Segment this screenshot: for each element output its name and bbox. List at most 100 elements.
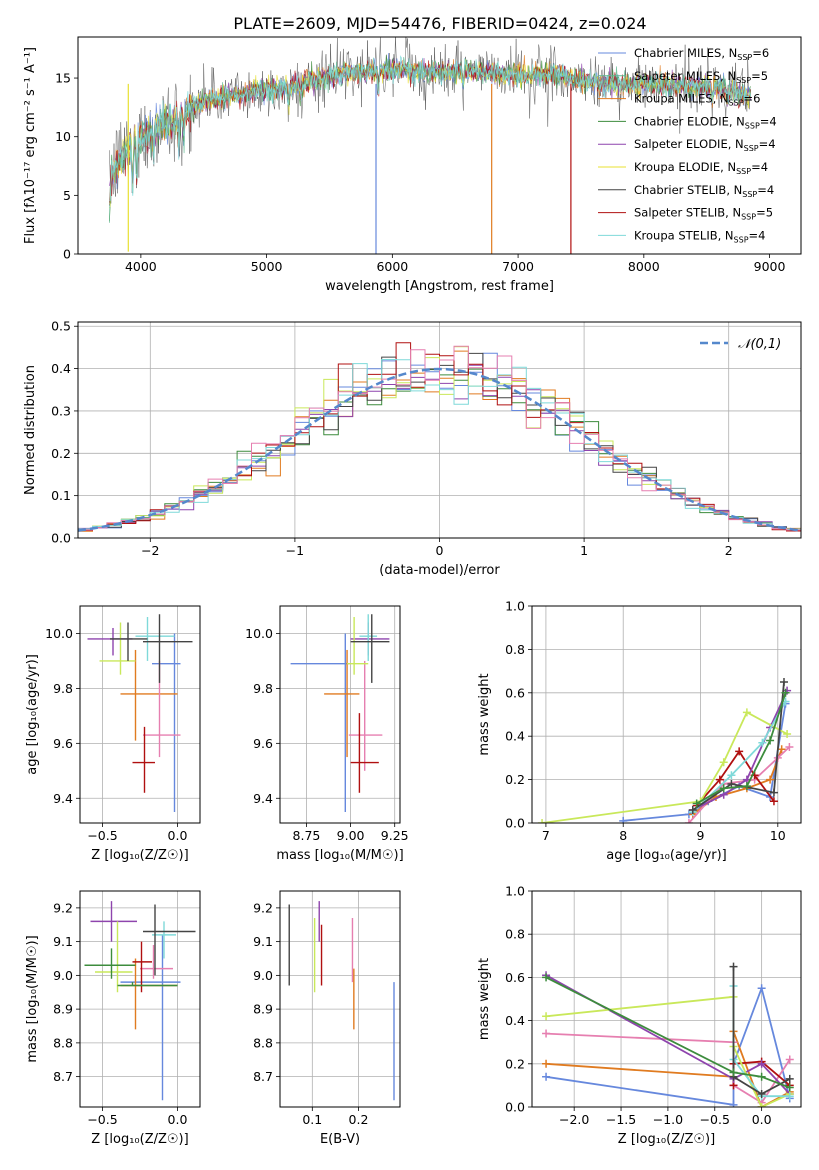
x-tick-label: 8.75 <box>293 828 321 843</box>
series-line <box>545 976 791 1089</box>
y-tick-label: 0.4 <box>505 1013 525 1028</box>
y-tick-label: 8.7 <box>253 1069 273 1084</box>
data-point-marker <box>785 1092 794 1101</box>
y-tick-label: 0 <box>63 247 71 262</box>
spectrum-panel: 4000 5000 6000 7000 8000 9000 0 5 10 15 wavelength… <box>23 36 802 294</box>
data-point-marker <box>777 745 786 754</box>
y-tick-label: 9.4 <box>253 791 273 806</box>
x-tick-label: 8 <box>619 828 627 843</box>
x-tick-label: −2.0 <box>559 1112 589 1127</box>
y-tick-label: 5 <box>63 188 71 203</box>
y-tick-label: 0.0 <box>505 816 525 831</box>
y-tick-label: 0.2 <box>51 446 71 461</box>
y-tick-label: 8.9 <box>253 1002 273 1017</box>
data-point-marker <box>619 816 628 823</box>
data-point-marker <box>783 730 792 739</box>
x-tick-label: 9.00 <box>337 828 365 843</box>
y-tick-label: 9.1 <box>53 934 73 949</box>
y-axis-label: mass weight <box>477 958 492 1040</box>
legend-label: 𝒩(0,1) <box>738 337 781 352</box>
data-point-marker <box>727 779 736 788</box>
data-point-marker <box>785 1074 794 1083</box>
y-tick-label: 10.0 <box>245 626 273 641</box>
axes-frame <box>279 890 401 1108</box>
x-axis-label: E(B-V) <box>320 1132 360 1147</box>
x-axis-label: age [log₁₀(age/yr)] <box>606 848 727 863</box>
series-line <box>732 966 791 1096</box>
y-tick-label: 9.8 <box>253 681 273 696</box>
x-tick-label: 0.1 <box>302 1112 322 1127</box>
legend-label: Kroupa STELIB, NSSP=4 <box>634 228 765 244</box>
y-tick-label: 1.0 <box>505 599 525 614</box>
data-point-marker <box>735 747 744 756</box>
x-tick-label: 7 <box>542 828 550 843</box>
x-tick-label: 9 <box>697 828 705 843</box>
data-point-marker <box>538 819 547 823</box>
y-tick-label: 0.8 <box>505 927 525 942</box>
y-tick-label: 9.0 <box>53 968 73 983</box>
data-point-marker <box>719 758 728 767</box>
data-point-marker <box>785 1055 794 1064</box>
y-tick-label: 9.6 <box>53 736 73 751</box>
legend-label: Salpeter MILES, NSSP=5 <box>634 69 768 85</box>
y-tick-label: 8.8 <box>53 1035 73 1050</box>
x-axis-label: mass [log₁₀(M/M☉)] <box>276 848 403 863</box>
axes-frame <box>77 321 802 539</box>
data-point-marker <box>542 1059 551 1068</box>
legend-label: Salpeter STELIB, NSSP=5 <box>634 206 773 222</box>
x-tick-label: 0.2 <box>349 1112 369 1127</box>
axes-frame <box>79 605 201 824</box>
y-tick-label: 10 <box>55 129 71 144</box>
data-point-marker <box>542 1029 551 1038</box>
y-tick-label: 0.4 <box>505 729 525 744</box>
y-tick-label: 0.8 <box>505 642 525 657</box>
y-tick-label: 9.1 <box>253 934 273 949</box>
residual-histogram-panel: −2 −1 0 1 2 0.0 0.1 0.2 0.3 0.4 0.5 (data-model)/er… <box>23 319 802 578</box>
data-point-marker <box>766 775 775 784</box>
data-point-marker <box>769 797 778 806</box>
y-tick-label: 8.8 <box>253 1035 273 1050</box>
y-tick-label: 10.0 <box>45 626 73 641</box>
x-tick-label: 6000 <box>376 259 408 274</box>
data-point-marker <box>715 775 724 784</box>
data-point-marker <box>757 984 766 993</box>
y-axis-label: Normed distribution <box>23 365 38 495</box>
series-line <box>692 701 787 813</box>
x-axis-label: Z [log₁₀(Z/Z☉)] <box>618 1132 715 1147</box>
age-vs-mass-panel: 8.75 9.00 9.25 9.4 9.6 9.8 10.0 mass [log₁₀(M/M… <box>245 605 409 863</box>
y-tick-label: 0.3 <box>51 403 71 418</box>
y-tick-label: 0.6 <box>505 685 525 700</box>
y-tick-label: 9.2 <box>253 900 273 915</box>
x-axis-label: Z [log₁₀(Z/Z☉)] <box>91 848 188 863</box>
x-tick-label: −1 <box>286 543 304 558</box>
y-axis-label: mass weight <box>477 673 492 755</box>
data-point-marker <box>766 736 775 745</box>
y-tick-label: 0.2 <box>505 1056 525 1071</box>
x-tick-label: −0.5 <box>87 828 117 843</box>
legend-label: Kroupa ELODIE, NSSP=4 <box>634 160 768 176</box>
mass-weight-vs-age-panel: 7 8 9 10 0.0 0.2 0.4 0.6 0.8 1.0 age [log₁₀(age/yr… <box>477 599 802 863</box>
axes-frame <box>279 605 401 824</box>
legend-label: Chabrier ELODIE, NSSP=4 <box>634 114 777 130</box>
y-tick-label: 15 <box>55 71 71 86</box>
y-tick-label: 0.1 <box>51 488 71 503</box>
x-tick-label: 4000 <box>125 259 157 274</box>
data-point-marker <box>769 788 778 797</box>
y-tick-label: 0.2 <box>505 772 525 787</box>
legend-label: Salpeter ELODIE, NSSP=4 <box>634 137 776 153</box>
data-point-marker <box>742 782 751 791</box>
x-tick-label: 0 <box>436 543 444 558</box>
x-axis-label: (data-model)/error <box>379 563 500 578</box>
y-tick-label: 9.0 <box>253 968 273 983</box>
x-axis-label: Z [log₁₀(Z/Z☉)] <box>91 1132 188 1147</box>
data-point-marker <box>758 738 767 747</box>
x-axis-label: wavelength [Angstrom, rest frame] <box>325 279 554 294</box>
series-line <box>692 681 785 811</box>
y-tick-label: 8.7 <box>53 1069 73 1084</box>
data-point-marker <box>779 677 788 686</box>
data-point-marker <box>785 1083 794 1092</box>
x-tick-label: 1 <box>580 543 588 558</box>
data-point-marker <box>542 1012 551 1021</box>
data-point-marker <box>781 688 790 697</box>
y-tick-label: 0.0 <box>51 531 71 546</box>
